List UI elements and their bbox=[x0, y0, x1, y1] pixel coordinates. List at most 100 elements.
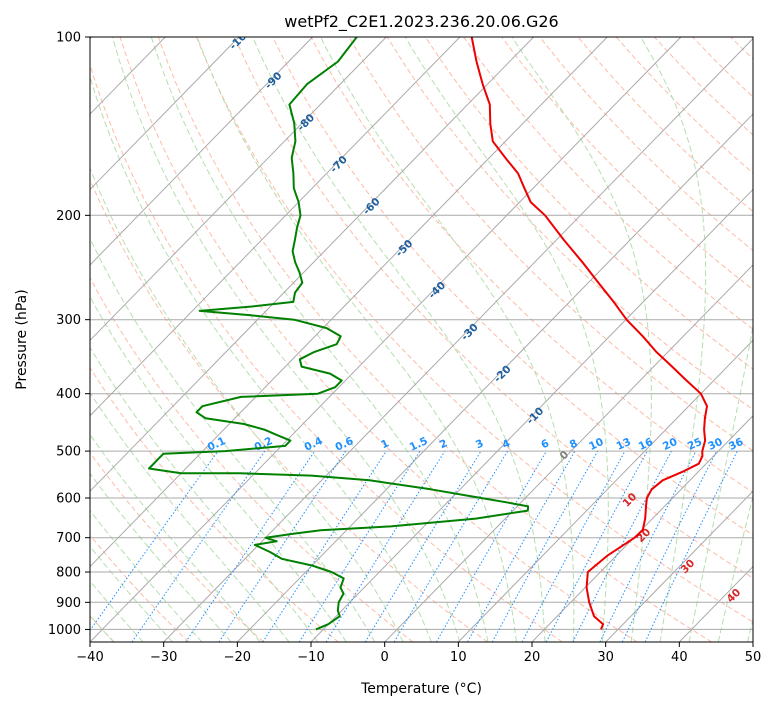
moist-adiabat bbox=[90, 472, 232, 642]
mixing-ratio-label: 25 bbox=[686, 436, 704, 453]
moist-adiabat bbox=[150, 37, 489, 642]
dry-adiabat bbox=[386, 37, 753, 411]
temperature-line bbox=[470, 37, 708, 630]
dry-adiabat bbox=[501, 37, 753, 291]
moist-adiabat bbox=[90, 166, 404, 642]
mixing-ratio-line bbox=[644, 450, 738, 642]
dry-adiabat bbox=[234, 37, 753, 579]
isotherm bbox=[384, 264, 753, 642]
moist-adiabat bbox=[404, 37, 609, 642]
dry-adiabat bbox=[90, 534, 190, 642]
mixing-ratio-line bbox=[131, 450, 266, 642]
moist-adiabat bbox=[112, 37, 461, 642]
profile-series bbox=[148, 37, 708, 631]
x-tick-label: −20 bbox=[224, 650, 251, 665]
isotherm bbox=[457, 339, 753, 642]
dry-adiabat bbox=[195, 37, 753, 623]
axes: −40 −30 −20 −10 0 10 20 30 40 50 100 200 300 400 500 60… bbox=[48, 31, 761, 666]
isotherm bbox=[90, 37, 534, 492]
x-tick-label: 0 bbox=[381, 650, 389, 665]
isotherm bbox=[310, 188, 753, 642]
background-lines bbox=[90, 37, 753, 642]
dry-adiabat bbox=[272, 37, 753, 536]
isotherm bbox=[236, 113, 753, 642]
isotherm bbox=[163, 37, 753, 642]
mixing-ratio-line bbox=[545, 450, 648, 642]
isotherm bbox=[90, 37, 461, 417]
mixing-ratio-label: 6 bbox=[539, 437, 551, 451]
moist-adiabat bbox=[640, 37, 707, 642]
mixing-ratio-line bbox=[364, 450, 482, 642]
isotherm bbox=[90, 37, 682, 642]
mixing-ratio-line bbox=[90, 450, 219, 632]
moist-adiabat bbox=[511, 37, 652, 642]
chart-title: wetPf2_C2E1.2023.236.20.06.G26 bbox=[284, 12, 558, 32]
mixing-ratio-label: 36 bbox=[727, 436, 745, 453]
mixing-ratio-label: 4 bbox=[500, 437, 512, 451]
mixing-ratio-label: 30 bbox=[706, 436, 724, 453]
mixing-ratio-line bbox=[491, 450, 599, 642]
moist-adiabat bbox=[90, 75, 432, 642]
mixing-ratio-line bbox=[262, 450, 387, 642]
moist-adiabat bbox=[320, 37, 575, 642]
isotherm bbox=[90, 37, 608, 568]
y-tick-label: 800 bbox=[56, 566, 81, 581]
dry-adiabat bbox=[90, 178, 488, 642]
mixing-ratio-label: 8 bbox=[568, 437, 580, 451]
mixing-ratio-line bbox=[185, 450, 316, 642]
dewpoint-line bbox=[148, 37, 530, 631]
moist-adiabat bbox=[90, 237, 376, 642]
y-tick-label: 100 bbox=[56, 31, 81, 46]
mixing-ratio-line bbox=[467, 450, 576, 642]
y-tick-label: 700 bbox=[56, 531, 81, 546]
moist-adiabat bbox=[90, 580, 144, 642]
x-tick-label: −40 bbox=[76, 650, 103, 665]
isotherm bbox=[90, 37, 387, 342]
x-axis-label: Temperature (°C) bbox=[360, 681, 482, 697]
moist-adiabat bbox=[688, 323, 753, 642]
isotherm bbox=[605, 490, 753, 642]
x-tick-label: 20 bbox=[524, 650, 541, 665]
mixing-ratio-label: 13 bbox=[615, 436, 633, 453]
isotherm bbox=[90, 37, 240, 191]
moist-adiabat bbox=[90, 346, 319, 642]
y-tick-label: 600 bbox=[56, 492, 81, 507]
mixing-ratio-label: 2 bbox=[438, 437, 450, 451]
y-axis-label: Pressure (hPa) bbox=[14, 289, 30, 389]
line-labels: 0.1 0.2 0.4 0.6 1 1.5 2 3 4 6 8 10 13 16 20 25 30 36-100-… bbox=[206, 37, 746, 605]
moist-adiabat bbox=[90, 545, 173, 642]
mixing-ratio-label: 16 bbox=[637, 436, 655, 453]
moist-adiabat bbox=[90, 433, 261, 642]
y-tick-label: 500 bbox=[56, 445, 81, 460]
mixing-ratio-line bbox=[521, 450, 626, 642]
mixing-ratio-line bbox=[298, 450, 421, 642]
x-tick-label: 30 bbox=[597, 650, 614, 665]
x-tick-label: 40 bbox=[671, 650, 688, 665]
mixing-ratio-label: 20 bbox=[661, 436, 679, 453]
mixing-ratio-label: 3 bbox=[474, 437, 486, 451]
y-tick-label: 1000 bbox=[48, 623, 81, 638]
x-tick-label: 50 bbox=[745, 650, 762, 665]
moist-adiabat bbox=[90, 509, 203, 642]
mixing-ratio-line bbox=[599, 450, 697, 642]
dry-adiabat bbox=[424, 37, 753, 370]
dry-adiabat bbox=[90, 276, 414, 642]
dry-adiabat bbox=[310, 37, 753, 494]
dry-adiabat bbox=[157, 37, 712, 642]
dry-adiabat bbox=[90, 63, 563, 642]
moist-adiabat bbox=[90, 391, 290, 642]
moist-adiabat bbox=[196, 37, 517, 642]
plot-frame bbox=[89, 36, 754, 643]
mixing-ratio-label: 10 bbox=[587, 436, 605, 453]
y-tick-label: 900 bbox=[56, 596, 81, 611]
isotherm bbox=[90, 37, 313, 266]
y-tick-label: 400 bbox=[56, 387, 81, 402]
mixing-ratio-line bbox=[325, 450, 446, 642]
x-tick-label: −10 bbox=[297, 650, 324, 665]
x-tick-label: 10 bbox=[450, 650, 467, 665]
moist-adiabat bbox=[252, 37, 546, 642]
y-tick-label: 300 bbox=[56, 313, 81, 328]
y-tick-label: 200 bbox=[56, 209, 81, 224]
x-tick-label: −30 bbox=[150, 650, 177, 665]
